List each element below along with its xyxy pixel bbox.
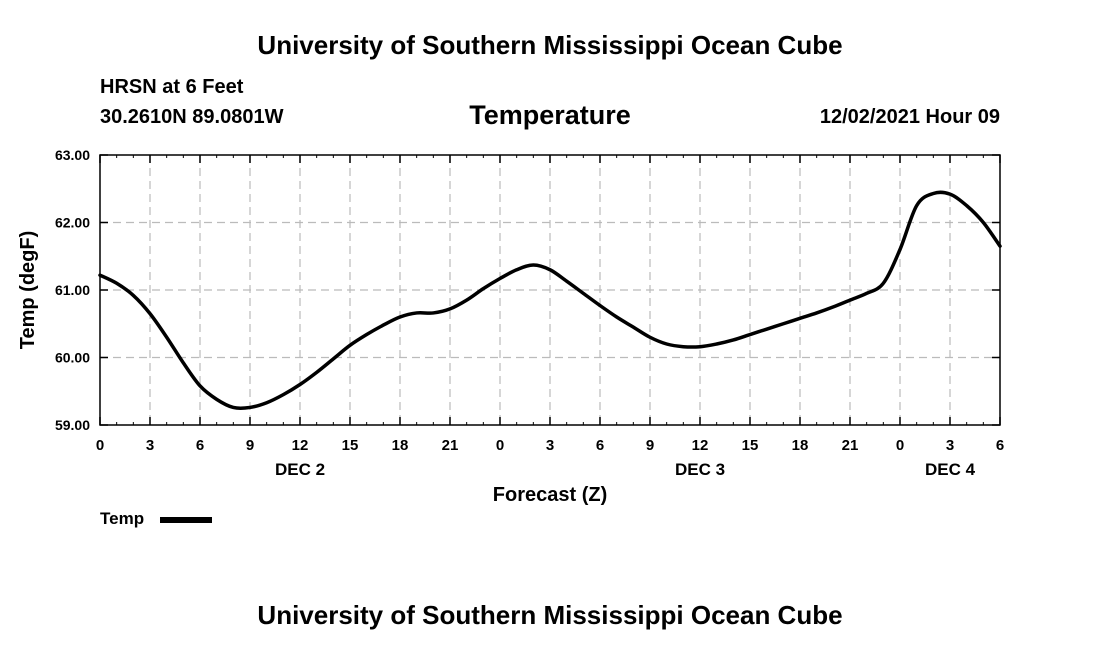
x-tick-label: 0: [496, 437, 504, 454]
x-tick-label: 3: [546, 437, 554, 454]
x-tick-label: 6: [196, 437, 204, 454]
chart-title: University of Southern Mississippi Ocean…: [257, 30, 843, 60]
y-tick-label: 63.00: [55, 147, 90, 163]
x-tick-label: 3: [946, 437, 954, 454]
x-tick-label: 9: [246, 437, 254, 454]
legend-label-temp: Temp: [100, 509, 145, 528]
y-tick-label: 59.00: [55, 417, 90, 433]
chart-subtitle: Temperature: [469, 100, 631, 130]
y-tick-label: 61.00: [55, 282, 90, 298]
series-line-temp: [98, 190, 1002, 411]
y-tick-label: 60.00: [55, 350, 90, 366]
grid-lines: [100, 155, 1000, 425]
x-tick-label: 9: [646, 437, 654, 454]
day-label: DEC 3: [675, 460, 725, 479]
day-labels: DEC 2 DEC 3 DEC 4: [275, 460, 976, 479]
y-tick-label: 62.00: [55, 215, 90, 231]
station-label: HRSN at 6 Feet: [100, 76, 244, 98]
x-tick-label: 18: [392, 437, 409, 454]
x-tick-label: 15: [342, 437, 359, 454]
x-tick-label: 15: [742, 437, 759, 454]
x-tick-label: 6: [596, 437, 604, 454]
x-tick-label: 21: [442, 437, 459, 454]
day-label: DEC 2: [275, 460, 325, 479]
axis-ticks: [99, 154, 1001, 426]
y-axis-label: Temp (degF): [17, 231, 39, 350]
x-tick-label: 3: [146, 437, 154, 454]
y-tick-labels: 59.00 60.00 61.00 62.00 63.00: [55, 147, 90, 433]
x-tick-label: 0: [896, 437, 904, 454]
x-tick-labels: 0 3 6 9 12 15 18 21 0 3 6 9 12 15 18 21 0 3 6: [96, 437, 1004, 454]
x-tick-label: 18: [792, 437, 809, 454]
x-tick-label: 12: [692, 437, 709, 454]
x-axis-label: Forecast (Z): [493, 484, 607, 506]
forecast-datetime: 12/02/2021 Hour 09: [819, 106, 1000, 128]
x-tick-label: 21: [842, 437, 859, 454]
x-tick-label: 6: [996, 437, 1004, 454]
legend-swatch-temp: [160, 517, 212, 523]
day-label: DEC 4: [925, 460, 976, 479]
footer-title: University of Southern Mississippi Ocean…: [257, 600, 843, 630]
x-tick-label: 12: [292, 437, 309, 454]
coordinates-label: 30.2610N 89.0801W: [100, 106, 284, 128]
x-tick-label: 0: [96, 437, 104, 454]
